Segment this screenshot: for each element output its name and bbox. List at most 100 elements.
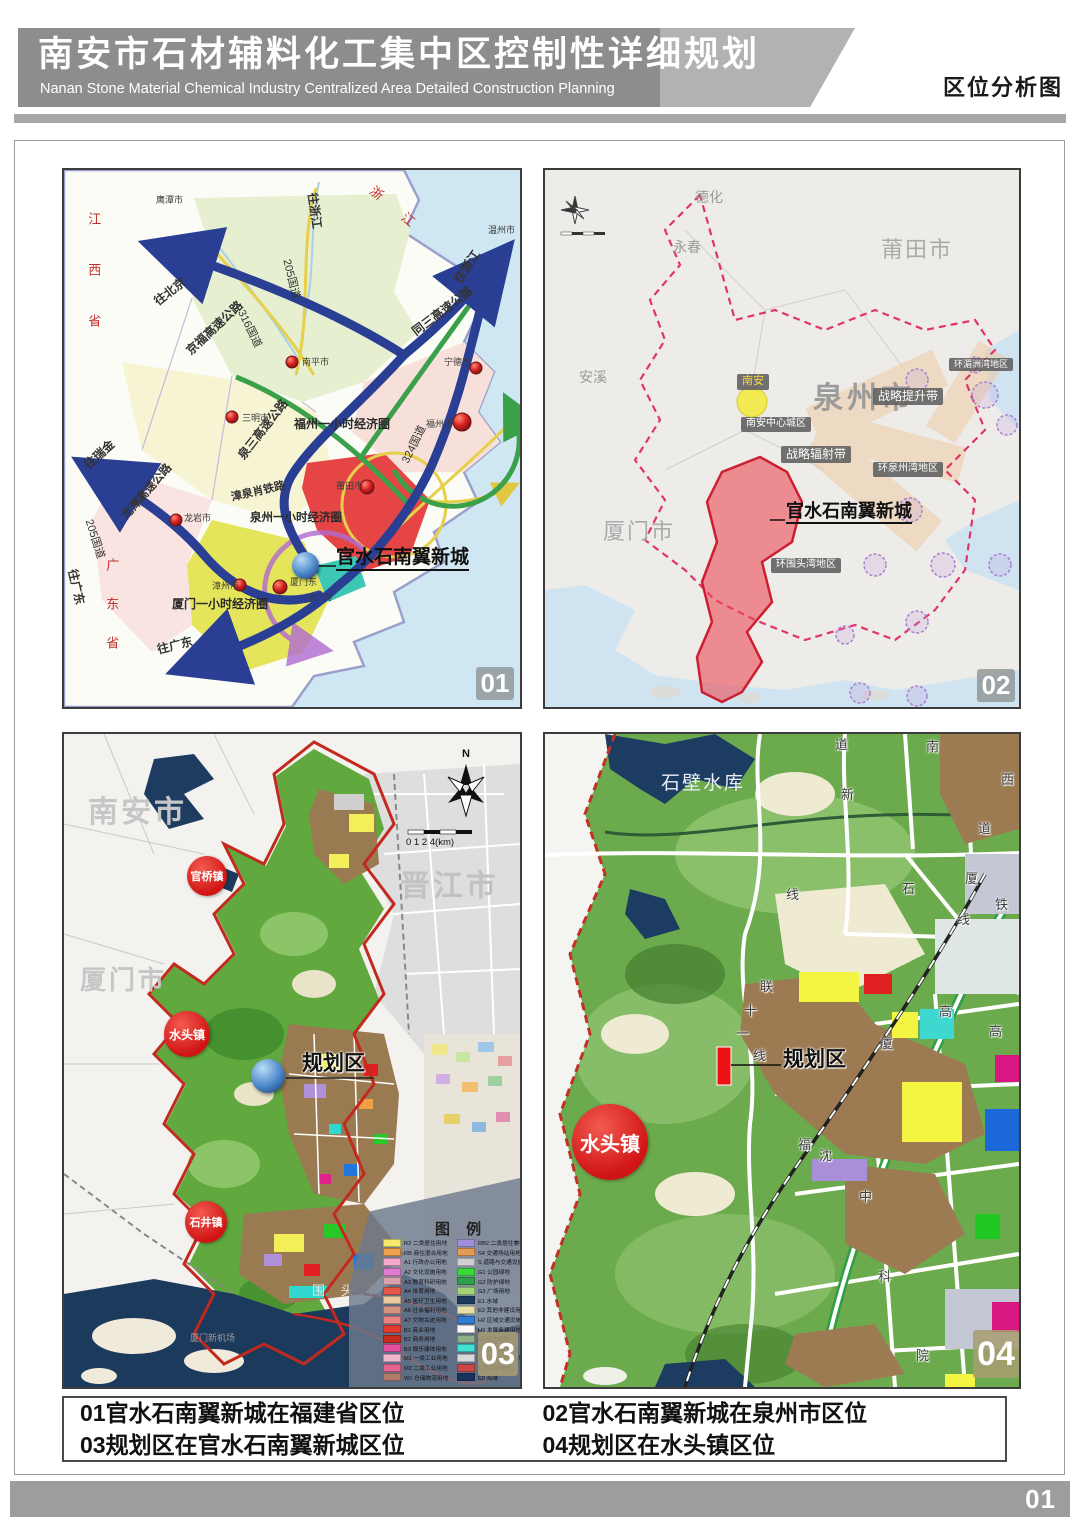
legend-swatch (383, 1257, 401, 1266)
town-marker-shuitou: 水头镇 (164, 1011, 210, 1057)
legend-label: A4 体育用地 (404, 1289, 436, 1296)
town-marker-shuitou: 水头镇 (572, 1104, 648, 1180)
legend-swatch (456, 1238, 475, 1247)
panel-number-badge: 04 (973, 1330, 1019, 1378)
airport-label: 厦门新机场 (190, 1333, 236, 1343)
legend-label: B1 商业用地 (404, 1327, 436, 1334)
content-frame (14, 140, 1065, 1475)
road-char: 福 (798, 1137, 812, 1152)
road-char: 石 (902, 881, 916, 896)
legend-swatch (456, 1257, 475, 1266)
city-label: 金门岛 (308, 593, 332, 602)
legend-swatch (383, 1353, 401, 1362)
legend-row: M1 一类工业用地 (383, 1353, 451, 1363)
area-tag: 环围头湾地区 (771, 558, 841, 573)
legend-label: A3 教育科研用地 (404, 1279, 447, 1286)
sheet-label: 区位分析图 (943, 75, 1064, 100)
legend-label: A5 医疗卫生用地 (404, 1298, 447, 1305)
legend-label: E0 海域 (477, 1375, 498, 1382)
legend-label: A7 文物古迹用地 (404, 1318, 447, 1324)
city-label: 漳州市 (212, 581, 240, 591)
city-label: 鹰潭市 (156, 195, 184, 205)
legend-row: R2 二类居住用地 (383, 1238, 451, 1248)
legend-title: 图 例 (435, 1221, 488, 1238)
legend-label: G2 防护绿地 (477, 1279, 510, 1286)
header-divider (14, 114, 1066, 123)
road-label: 福州一小时经济圈 (294, 417, 391, 431)
road-char: 高 (989, 1024, 1003, 1039)
panel-number-badge: 01 (476, 667, 514, 700)
legend-row: A5 医疗卫生用地 (383, 1296, 451, 1306)
legend-row: B2 商务用地 (383, 1334, 451, 1344)
new-city-label: 官水石南翼新城 (786, 501, 912, 524)
legend-label: B2 商务用地 (404, 1337, 436, 1344)
legend-swatch (456, 1344, 475, 1353)
city-label-large: 南安市 (88, 796, 187, 829)
footer-bar: 01 (10, 1481, 1070, 1517)
legend-label: M1 一类工业用地 (404, 1356, 448, 1363)
legend-swatch (456, 1334, 475, 1343)
legend-swatch (383, 1286, 401, 1295)
road-char: 院 (916, 1348, 930, 1363)
legend-label: G1 公园绿地 (477, 1270, 510, 1276)
city-label: 福州市 (426, 419, 454, 429)
road-char: 一 (736, 1026, 750, 1041)
legend-swatch (456, 1286, 475, 1295)
road-char: 南 (926, 739, 940, 754)
legend-row: H2 区域交通设施用地 (456, 1315, 520, 1325)
legend-row: A3 教育科研用地 (383, 1276, 451, 1286)
new-city-marker (292, 552, 319, 579)
legend-label: A6 社会福利用地 (404, 1308, 447, 1315)
city-label: 南平市 (302, 357, 330, 367)
map-panel-04: 石壁水库 水头镇 规划区 道 南 西 新 线 石 道 厦 铁 线 联 十 一 线… (543, 732, 1021, 1389)
caption-04: 04规划区在水头镇区位 (542, 1432, 776, 1458)
page-title: 南安市石材辅料化工集中区控制性详细规划 (38, 35, 761, 74)
new-city-label: 官水石南翼新城 (336, 547, 470, 571)
legend-swatch (456, 1248, 475, 1257)
legend-swatch (456, 1315, 475, 1324)
road-char: 新 (841, 787, 855, 802)
legend-swatch (383, 1334, 401, 1343)
road-char: 沈 (819, 1148, 833, 1163)
town-marker-guanqiao: 官桥镇 (187, 856, 227, 896)
legend-row: G2 防护绿地 (456, 1276, 520, 1286)
city-label-large: 厦门市 (603, 519, 676, 544)
planning-area-label: 规划区 (783, 1048, 846, 1071)
legend-row: E1 水域 (456, 1296, 520, 1306)
road-char: 道 (978, 821, 992, 836)
footer-page-number: 01 (1025, 1483, 1056, 1514)
legend-row: A4 体育用地 (383, 1286, 451, 1296)
planning-area-marker (251, 1059, 285, 1093)
legend-label: G3 广场用地 (477, 1289, 510, 1296)
road-char: 科 (878, 1269, 892, 1284)
caption-02: 02官水石南翼新城在泉州市区位 (542, 1400, 868, 1426)
area-tag: 战略提升带 (873, 388, 944, 405)
legend-row: M2 二类工业用地 (383, 1363, 451, 1373)
map-panel-02: 泉州市 莆田市 厦门市 德化 永春 安溪 南安 南安中心城区 战略提升带 战略辐… (543, 168, 1021, 709)
legend-row: W1 仓储物流用地 (383, 1372, 451, 1382)
road-char: 线 (786, 887, 800, 902)
legend-row: B3 娱乐康体用地 (383, 1344, 451, 1354)
area-tag: 南安 (737, 374, 769, 390)
road-char: 中 (859, 1189, 873, 1204)
area-tag: 战略辐射带 (781, 446, 852, 463)
caption-box: 01官水石南翼新城在福建省区位 02官水石南翼新城在泉州市区位 03规划区在官水… (62, 1396, 1007, 1462)
scale-text: 0 1 2 4(km) (406, 837, 455, 848)
road-char: 铁 (995, 897, 1009, 912)
city-label: 温州市 (488, 225, 516, 235)
map-02-graphic (545, 170, 1019, 707)
city-label: 龙岩市 (184, 513, 212, 523)
legend-swatch (383, 1373, 401, 1382)
legend-label: S 道路与交通设施用地 (477, 1260, 520, 1267)
legend-swatch (383, 1315, 401, 1324)
legend-row: G1 公园绿地 (456, 1267, 520, 1277)
legend-row: G3 广场用地 (456, 1286, 520, 1296)
city-label-large: 晋江市 (400, 870, 499, 903)
legend-swatch (456, 1363, 475, 1372)
legend-label: RB2 二类居住兼容商业用地 (477, 1241, 520, 1248)
map-01-graphic (64, 170, 520, 707)
legend-swatch (456, 1353, 475, 1362)
legend-swatch (383, 1363, 401, 1372)
area-tag: 环泉州湾地区 (873, 462, 943, 477)
caption-03: 03规划区在官水石南翼新城区位 (80, 1432, 405, 1458)
